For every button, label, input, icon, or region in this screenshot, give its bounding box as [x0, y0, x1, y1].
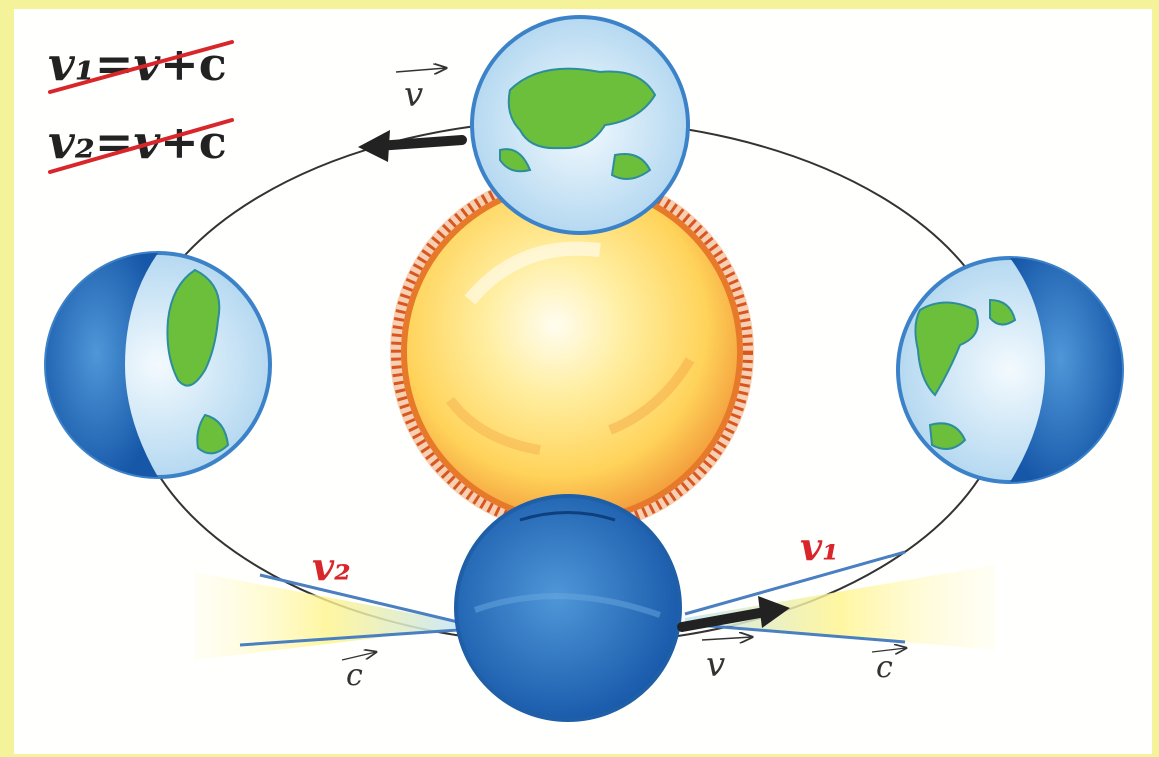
speed-v1-label: v₁: [800, 524, 839, 569]
svg-text:v₁=v+c: v₁=v+c: [48, 37, 227, 91]
formula-1-strike: [48, 40, 234, 94]
sun: [390, 170, 754, 534]
formula-2-strike: [48, 118, 234, 174]
earth-top: [470, 15, 690, 235]
formula-2-equals: =: [95, 115, 134, 169]
light-label-left: c: [341, 652, 376, 693]
velocity-arrow-top: [358, 130, 467, 162]
speed-v2-label: v₂: [312, 544, 351, 589]
light-beam-left: [195, 572, 459, 660]
velocity-label-bottom: v: [701, 637, 752, 685]
earth-left: [44, 251, 272, 479]
formula-1: v₁=v+c: [48, 37, 234, 94]
velocity-arrow-bottom: [677, 596, 790, 632]
formula-1-equals: =: [95, 37, 134, 91]
velocity-top-text: v: [404, 75, 423, 115]
light-left-text: c: [346, 658, 363, 693]
velocity-label-top: v: [395, 68, 446, 115]
velocity-bottom-text: v: [706, 645, 725, 685]
light-beam-right: [684, 550, 995, 650]
earth-right: [896, 256, 1124, 484]
light-label-right: c: [871, 648, 906, 685]
svg-text:v₂=v+c: v₂=v+c: [48, 115, 227, 169]
earth-bottom: [454, 494, 682, 722]
formula-2: v₂=v+c: [48, 115, 234, 174]
light-right-text: c: [876, 650, 893, 685]
